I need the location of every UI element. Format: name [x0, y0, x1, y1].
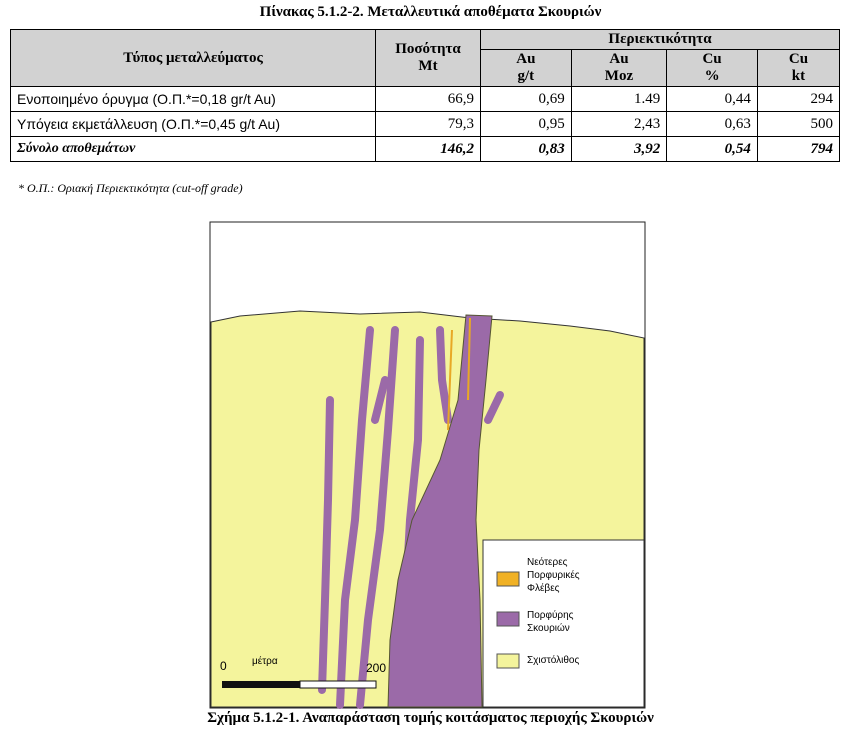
- header-line: %: [704, 68, 720, 84]
- dyke: [356, 326, 399, 709]
- legend-swatch: [496, 653, 520, 669]
- table-cell: 794: [756, 136, 841, 162]
- scale-bar: [299, 680, 377, 689]
- header-line: Cu: [702, 51, 722, 67]
- veins: [447, 317, 471, 431]
- legend-swatch: [496, 571, 520, 587]
- header-line: Moz: [604, 68, 634, 84]
- header-line: Au: [609, 51, 629, 67]
- dyke: [336, 326, 374, 709]
- table-cell: 500: [756, 111, 841, 137]
- header-line: g/t: [517, 68, 535, 84]
- scale-bar: [222, 681, 300, 688]
- table-cell: 0,63: [666, 111, 758, 137]
- dyke: [318, 396, 334, 694]
- legend-text: Σκουριών: [527, 622, 570, 634]
- header-line: Mt: [418, 58, 438, 74]
- table-cell: Υπόγεια εκμετάλλευση (Ο.Π.*=0,45 g/t Au): [10, 111, 376, 137]
- header-line: kt: [791, 68, 806, 84]
- scale-label: 0: [220, 659, 227, 673]
- header-cell: Au g/t: [480, 49, 572, 87]
- header-line: Cu: [788, 51, 809, 67]
- table-cell: 79,3: [375, 111, 481, 137]
- scale-label: 200: [366, 661, 386, 675]
- header-cell: Au Moz: [570, 49, 668, 87]
- legend-text: Νεότερες: [527, 556, 568, 568]
- dyke: [371, 376, 389, 424]
- header-cell: Τύπος μεταλλεύματος: [10, 29, 376, 87]
- legend-text: Πορφυρικές: [527, 569, 580, 581]
- table-title: Πίνακας 5.1.2-2. Μεταλλευτικά αποθέματα …: [259, 4, 602, 20]
- table-row: Σύνολο αποθεμάτων 146,2 0,83 3,92 0,54 794: [10, 136, 841, 162]
- header-line: Au: [516, 51, 536, 67]
- header-cell: Περιεκτικότητα: [480, 29, 840, 50]
- table-cell: 146,2: [375, 136, 481, 162]
- header-cell: Ποσότητα Mt: [375, 29, 481, 87]
- table-cell: 2,43: [570, 111, 668, 137]
- table-row: Ενοποιημένο όρυγμα (Ο.Π.*=0,18 gr/t Au) 6…: [10, 86, 841, 112]
- porphyry: [387, 314, 493, 708]
- header-cell: Cu%: [666, 49, 758, 87]
- figure-caption: Σχήμα 5.1.2-1. Αναπαράσταση τομής κοιτάσ…: [207, 710, 654, 726]
- table-cell: 294: [756, 86, 841, 112]
- table-cell: 1.49: [570, 86, 668, 112]
- reserves-table: Τύπος μεταλλεύματος Ποσότητα Mt Περιεκτικ…: [10, 29, 841, 162]
- legend-swatch: [496, 611, 520, 627]
- dyke: [436, 326, 452, 424]
- scale-label: μέτρα: [252, 655, 278, 667]
- dyke: [484, 391, 504, 424]
- legend-text: Πορφύρης: [527, 609, 574, 621]
- header-line: Ποσότητα: [395, 41, 461, 57]
- table-cell: Σύνολο αποθεμάτων: [10, 136, 376, 162]
- legend-text: Φλέβες: [527, 582, 560, 594]
- table-cell: 0,54: [666, 136, 758, 162]
- legend-text: Σχιστόλιθος: [527, 654, 579, 666]
- footnote: * Ο.Π.: Οριακή Περιεκτικότητα (cut-off g…: [18, 181, 243, 195]
- header-cell: Cu kt: [756, 49, 841, 87]
- table-cell: 0,83: [480, 136, 572, 162]
- table-cell: 3,92: [570, 136, 668, 162]
